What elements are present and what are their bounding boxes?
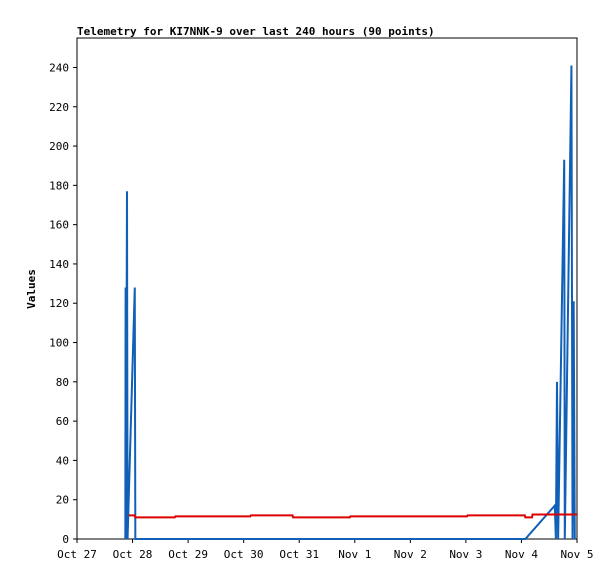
x-tick-label: Nov 5 <box>560 548 593 561</box>
x-tick-label: Oct 27 <box>57 548 97 561</box>
y-tick-label: 120 <box>49 297 69 310</box>
x-tick-label: Oct 29 <box>168 548 208 561</box>
x-tick-label: Oct 30 <box>224 548 264 561</box>
data-line <box>124 65 576 540</box>
y-tick-label: 60 <box>56 415 69 428</box>
x-tick-label: Nov 2 <box>394 548 427 561</box>
y-axis-label: Values <box>25 269 38 309</box>
y-tick-label: 200 <box>49 140 69 153</box>
y-tick-label: 80 <box>56 376 69 389</box>
y-tick-label: 160 <box>49 219 69 232</box>
y-tick-label: 100 <box>49 337 69 350</box>
y-tick-label: 40 <box>56 454 69 467</box>
x-tick-label: Oct 31 <box>279 548 319 561</box>
y-tick-label: 240 <box>49 61 69 74</box>
data-line <box>128 513 577 519</box>
y-tick-label: 220 <box>49 101 69 114</box>
y-tick-label: 140 <box>49 258 69 271</box>
x-tick-label: Oct 28 <box>113 548 153 561</box>
chart-title: Telemetry for KI7NNK-9 over last 240 hou… <box>77 25 435 38</box>
y-tick-label: 180 <box>49 179 69 192</box>
x-tick-label: Nov 3 <box>449 548 482 561</box>
y-tick-label: 0 <box>62 533 69 546</box>
x-tick-label: Nov 1 <box>338 548 371 561</box>
x-tick-label: Nov 4 <box>505 548 538 561</box>
y-tick-label: 20 <box>56 494 69 507</box>
